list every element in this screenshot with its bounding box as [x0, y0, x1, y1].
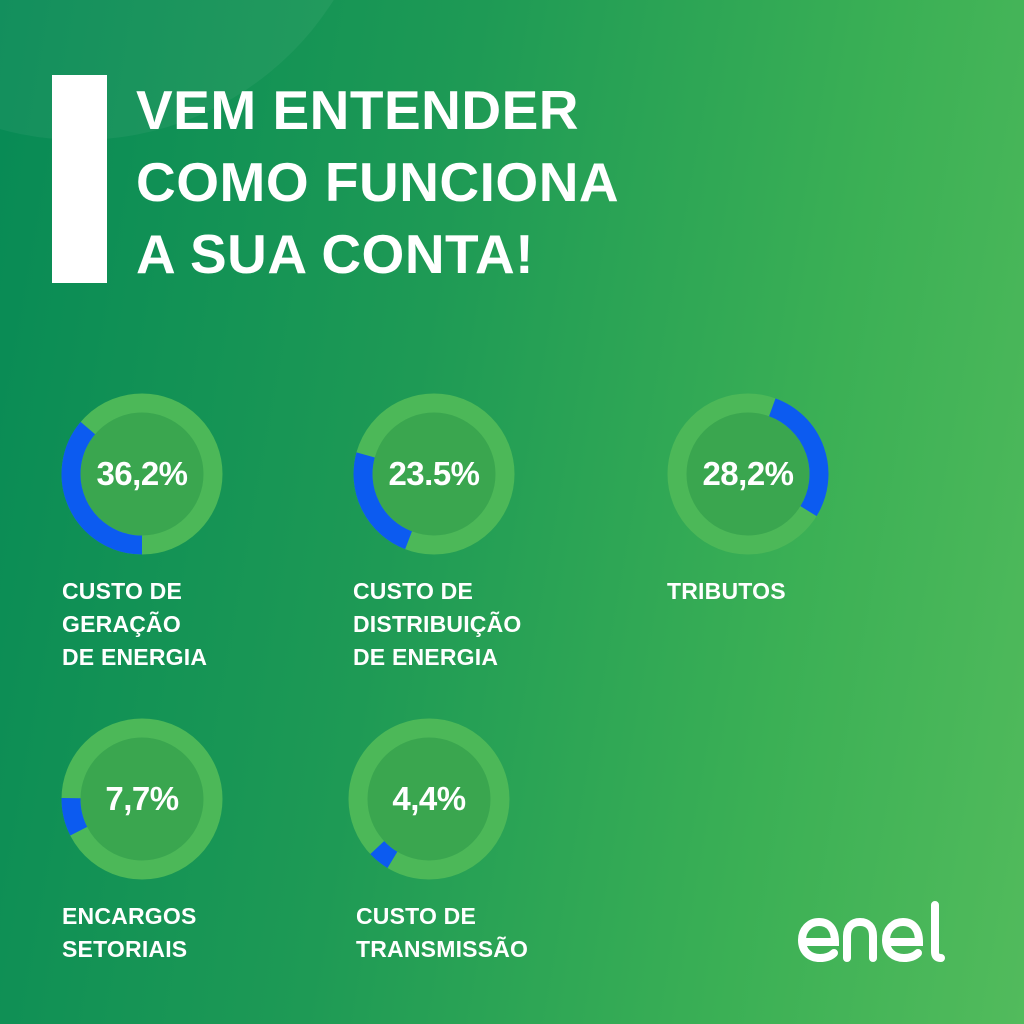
donut-center	[367, 737, 491, 861]
title-line-1: VEM ENTENDER	[136, 79, 579, 141]
title-accent-bar	[52, 75, 107, 283]
caption-line: ENCARGOS	[62, 903, 197, 929]
donut-segment	[353, 452, 413, 550]
caption-line: GERAÇÃO	[62, 611, 181, 637]
donut-svg	[61, 393, 223, 555]
logo-letter-l	[931, 901, 945, 962]
donut-segment	[768, 398, 829, 517]
caption-line: TRIBUTOS	[667, 578, 786, 604]
caption-encargos: ENCARGOS SETORIAIS	[62, 900, 197, 966]
percentage-label: 4,4%	[392, 780, 466, 817]
donut-center	[372, 412, 496, 536]
donut-svg	[61, 718, 223, 880]
donut-center	[80, 737, 204, 861]
donut-center	[686, 412, 810, 536]
caption-line: DISTRIBUIÇÃO	[353, 611, 522, 637]
donut-chart-distribuicao: 23.5%	[351, 391, 517, 557]
percentage-label: 23.5%	[388, 455, 480, 492]
percentage-label: 28,2%	[702, 455, 794, 492]
logo-letter-n	[843, 917, 877, 962]
donut-chart-tributos: 28,2%	[665, 391, 831, 557]
page-title: VEM ENTENDER COMO FUNCIONA A SUA CONTA!	[136, 74, 619, 290]
donut-center	[80, 412, 204, 536]
title-line-2: COMO FUNCIONA	[136, 151, 620, 213]
caption-line: TRANSMISSÃO	[356, 936, 529, 962]
donut-chart-encargos: 7,7%	[59, 716, 225, 882]
caption-tributos: TRIBUTOS	[667, 575, 786, 608]
caption-transmissao: CUSTO DE TRANSMISSÃO	[356, 900, 528, 966]
donut-track	[348, 718, 510, 880]
donut-segment	[370, 840, 398, 869]
donut-svg	[353, 393, 515, 555]
donut-segment	[61, 421, 143, 555]
logo-letter-e	[797, 917, 840, 963]
title-line-3: A SUA CONTA!	[136, 223, 535, 285]
caption-distribuicao: CUSTO DE DISTRIBUIÇÃO DE ENERGIA	[353, 575, 522, 674]
caption-line: CUSTO DE	[62, 578, 183, 604]
caption-line: SETORIAIS	[62, 936, 188, 962]
donut-svg	[348, 718, 510, 880]
donut-segment	[61, 797, 88, 836]
caption-line: DE ENERGIA	[353, 644, 499, 670]
enel-logo	[797, 901, 945, 963]
caption-line: CUSTO DE	[356, 903, 477, 929]
logo-letter-e	[881, 917, 924, 963]
donut-chart-transmissao: 4,4%	[346, 716, 512, 882]
caption-line: CUSTO DE	[353, 578, 474, 604]
percentage-label: 36,2%	[96, 455, 188, 492]
caption-line: DE ENERGIA	[62, 644, 208, 670]
donut-svg	[667, 393, 829, 555]
donut-chart-geracao: 36,2%	[59, 391, 225, 557]
percentage-label: 7,7%	[105, 780, 179, 817]
caption-geracao: CUSTO DE GERAÇÃO DE ENERGIA	[62, 575, 207, 674]
